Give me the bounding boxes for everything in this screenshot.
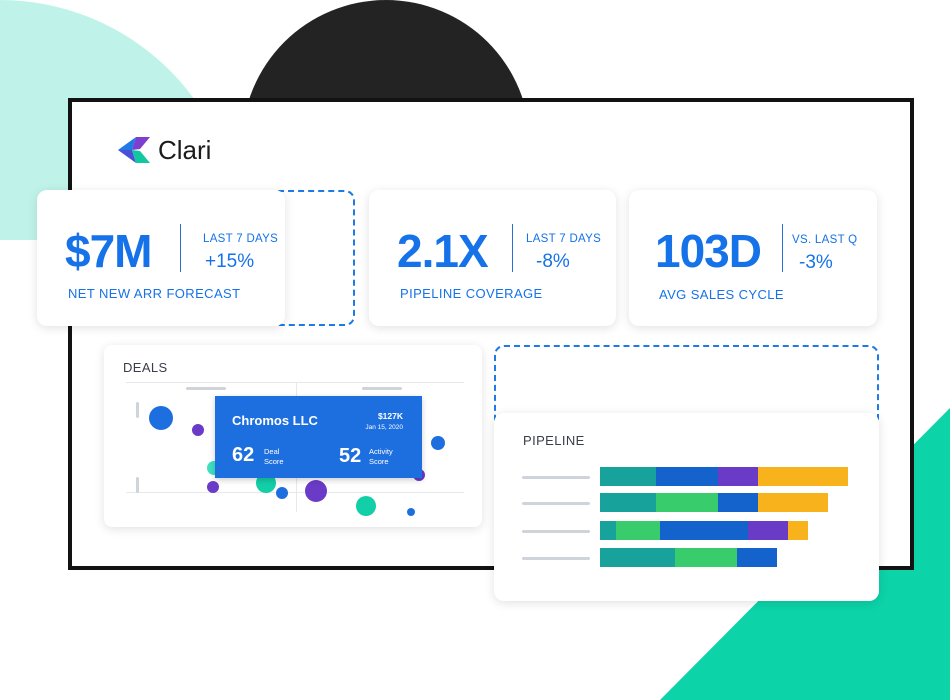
pipeline-segment[interactable] (616, 521, 660, 540)
tooltip-company: Chromos LLC (232, 413, 318, 428)
coverage-label: PIPELINE COVERAGE (400, 286, 543, 301)
coverage-change: -8% (536, 251, 570, 272)
deal-bubble[interactable] (192, 424, 204, 436)
pipeline-row-label-placeholder (522, 476, 590, 479)
arr-period: LAST 7 DAYS (203, 233, 279, 245)
deals-grid-line (126, 492, 464, 493)
arr-forecast-value: $7M (65, 225, 152, 277)
deals-title: DEALS (123, 360, 168, 375)
tooltip-deal-score-label-line1: Deal (264, 447, 280, 456)
pipeline-segment[interactable] (600, 548, 675, 567)
metric-card-pipeline-coverage: 2.1X LAST 7 DAYS -8% PIPELINE COVERAGE (369, 190, 616, 326)
deal-bubble[interactable] (276, 487, 288, 499)
deal-bubble[interactable] (149, 406, 173, 430)
clari-logo-icon (118, 137, 150, 163)
deal-bubble[interactable] (431, 436, 445, 450)
tooltip-date: Jan 15, 2020 (365, 424, 403, 431)
metric-card-avg-sales-cycle: 103D VS. LAST Q -3% AVG SALES CYCLE (629, 190, 877, 326)
pipeline-segment[interactable] (737, 548, 777, 567)
pipeline-card: PIPELINE (494, 413, 879, 601)
tooltip-deal-score-label: Deal Score (264, 447, 284, 467)
metric-divider (782, 224, 783, 272)
deals-header-placeholder (362, 387, 402, 390)
tooltip-deal-score: 62 (232, 444, 255, 466)
pipeline-segment[interactable] (718, 467, 758, 486)
deals-grid-line (126, 382, 464, 383)
deal-bubble[interactable] (256, 473, 276, 493)
deal-bubble[interactable] (407, 508, 415, 516)
deal-bubble[interactable] (356, 496, 376, 516)
pipeline-title: PIPELINE (523, 433, 585, 448)
brand-name: Clari (158, 134, 212, 165)
pipeline-row-label-placeholder (522, 530, 590, 533)
tooltip-activity-score: 52 (339, 445, 362, 467)
deals-header-placeholder (186, 387, 226, 390)
pipeline-segment[interactable] (758, 467, 848, 486)
sales-cycle-change: -3% (799, 252, 833, 273)
tooltip-amount: $127K (377, 411, 403, 421)
pipeline-segment[interactable] (748, 521, 788, 540)
pipeline-row-label-placeholder (522, 557, 590, 560)
clari-logo: Clari (116, 134, 211, 166)
tooltip-deal-score-label-line2: Score (264, 457, 284, 466)
pipeline-segment[interactable] (675, 548, 737, 567)
tooltip-activity-score-label-line2: Score (369, 457, 389, 466)
pipeline-segment[interactable] (718, 493, 758, 512)
pipeline-coverage-value: 2.1X (397, 225, 489, 277)
deal-tooltip: Chromos LLC $127K Jan 15, 2020 62 Deal S… (215, 396, 422, 478)
tooltip-activity-score-label-line1: Activity (369, 447, 393, 456)
pipeline-row-label-placeholder (522, 502, 590, 505)
arr-change: +15% (205, 251, 255, 272)
sales-cycle-value: 103D (655, 225, 762, 277)
pipeline-segment[interactable] (600, 493, 656, 512)
metric-divider (512, 224, 513, 272)
sales-cycle-period: VS. LAST Q (792, 234, 858, 246)
deals-axis-tick (136, 402, 139, 418)
deals-card: DEALS Chromos LLC $127K Jan 15, 2020 62 … (104, 345, 482, 527)
dashed-placeholder-metric (278, 190, 355, 326)
deal-bubble[interactable] (305, 480, 327, 502)
metric-divider (180, 224, 181, 272)
coverage-period: LAST 7 DAYS (526, 233, 602, 245)
tooltip-activity-score-label: Activity Score (369, 447, 393, 467)
pipeline-segment[interactable] (600, 467, 656, 486)
pipeline-segment[interactable] (656, 467, 718, 486)
pipeline-segment[interactable] (656, 493, 718, 512)
sales-cycle-label: AVG SALES CYCLE (659, 287, 784, 302)
pipeline-segment[interactable] (660, 521, 748, 540)
metric-card-arr-forecast: $7M LAST 7 DAYS +15% NET NEW ARR FORECAS… (37, 190, 285, 326)
pipeline-segment[interactable] (600, 521, 616, 540)
pipeline-segment[interactable] (758, 493, 828, 512)
arr-label: NET NEW ARR FORECAST (68, 286, 241, 301)
deals-axis-tick (136, 477, 139, 493)
deal-bubble[interactable] (207, 481, 219, 493)
pipeline-segment[interactable] (788, 521, 808, 540)
